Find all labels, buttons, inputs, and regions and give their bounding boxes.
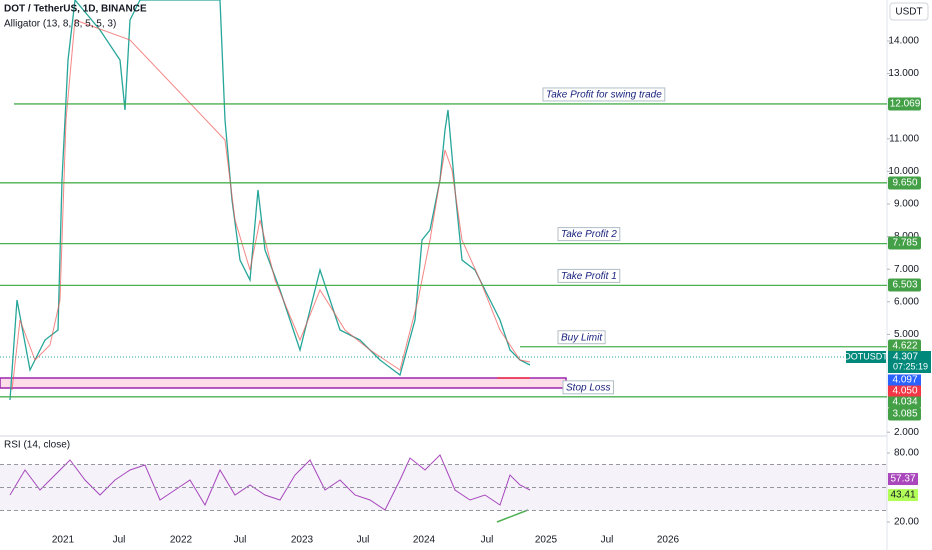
symbol-label: DOTUSDT (844, 351, 888, 361)
time-label: 2023 (291, 535, 314, 546)
level-badge-label: 12.069 (890, 99, 921, 110)
price-tick-label: 14.000 (888, 36, 919, 47)
note-box (542, 87, 666, 102)
level-note: Take Profit 1 (561, 271, 617, 282)
level-note: Take Profit 2 (561, 229, 617, 240)
price-badge (888, 374, 921, 386)
rsi-title: RSI (14, close) (4, 440, 70, 451)
price-label: 4.307 (893, 352, 918, 363)
level-badge (888, 176, 921, 190)
indicator-title: Alligator (13, 8, 8, 5, 5, 3) (4, 19, 116, 30)
time-label: 2025 (535, 535, 558, 546)
level-note: Buy Limit (561, 332, 603, 343)
time-label: Jul (481, 535, 494, 546)
time-label: 2021 (52, 535, 75, 546)
rsi-badge-label: 43.41 (890, 490, 915, 501)
price-badge (888, 396, 921, 408)
level-badge (888, 339, 921, 353)
price-tick-label: 2.000 (894, 427, 919, 438)
price-tick-label: 9.000 (894, 199, 919, 210)
countdown: 07:25:19 (893, 361, 928, 371)
time-label: 2022 (170, 535, 193, 546)
price-badge (888, 351, 931, 373)
rsi-tick-label: 80.00 (894, 448, 919, 459)
currency[interactable]: USDT (895, 7, 922, 18)
level-badge (888, 236, 921, 250)
rsi-badge (888, 489, 918, 502)
price-trace (9, 0, 531, 401)
symbol-badge (846, 351, 886, 363)
rsi-badge (888, 473, 918, 486)
rsi-trace (9, 454, 531, 511)
price-badge-label: 4.050 (892, 386, 917, 397)
price-tick-label: 6.000 (894, 296, 919, 307)
rsi-badge-label: 57.37 (890, 474, 915, 485)
price-badge (888, 385, 921, 397)
level-badge (888, 97, 921, 111)
demand-zone (0, 377, 567, 389)
time-label: Jul (601, 535, 614, 546)
divergence-line (496, 509, 529, 523)
level-badge-label: 6.503 (892, 280, 917, 291)
time-label: Jul (234, 535, 247, 546)
note-box (557, 330, 606, 345)
level-note: Take Profit for swing trade (546, 90, 662, 101)
price-tick-label: 10.000 (888, 166, 919, 177)
symbol-title: DOT / TetherUS, 1D, BINANCE (4, 4, 147, 15)
level-note: Stop Loss (566, 382, 610, 393)
level-badge (888, 278, 921, 292)
price-badge-label: 4.034 (892, 397, 917, 408)
price-tick-label: 13.000 (888, 68, 919, 79)
price-tick-label: 7.000 (894, 264, 919, 275)
price-tick-label: 11.000 (889, 133, 919, 144)
rsi-tick-label: 20.00 (894, 517, 919, 528)
level-badge-label: 9.650 (892, 178, 917, 189)
currency-button[interactable] (889, 2, 929, 21)
price-tick-label: 5.000 (894, 329, 919, 340)
level-badge (888, 407, 921, 421)
note-box (557, 227, 621, 242)
price-badge-label: 4.097 (892, 375, 917, 386)
time-label: Jul (357, 535, 370, 546)
level-badge-label: 3.085 (892, 409, 917, 420)
alligator-trace (11, 19, 531, 391)
note-box (557, 268, 621, 283)
level-badge-label: 4.622 (892, 341, 917, 352)
time-label: Jul (113, 535, 126, 546)
time-label: 2024 (413, 535, 436, 546)
note-box (562, 380, 614, 395)
level-badge-label: 7.785 (892, 238, 917, 249)
time-label: 2026 (657, 535, 680, 546)
